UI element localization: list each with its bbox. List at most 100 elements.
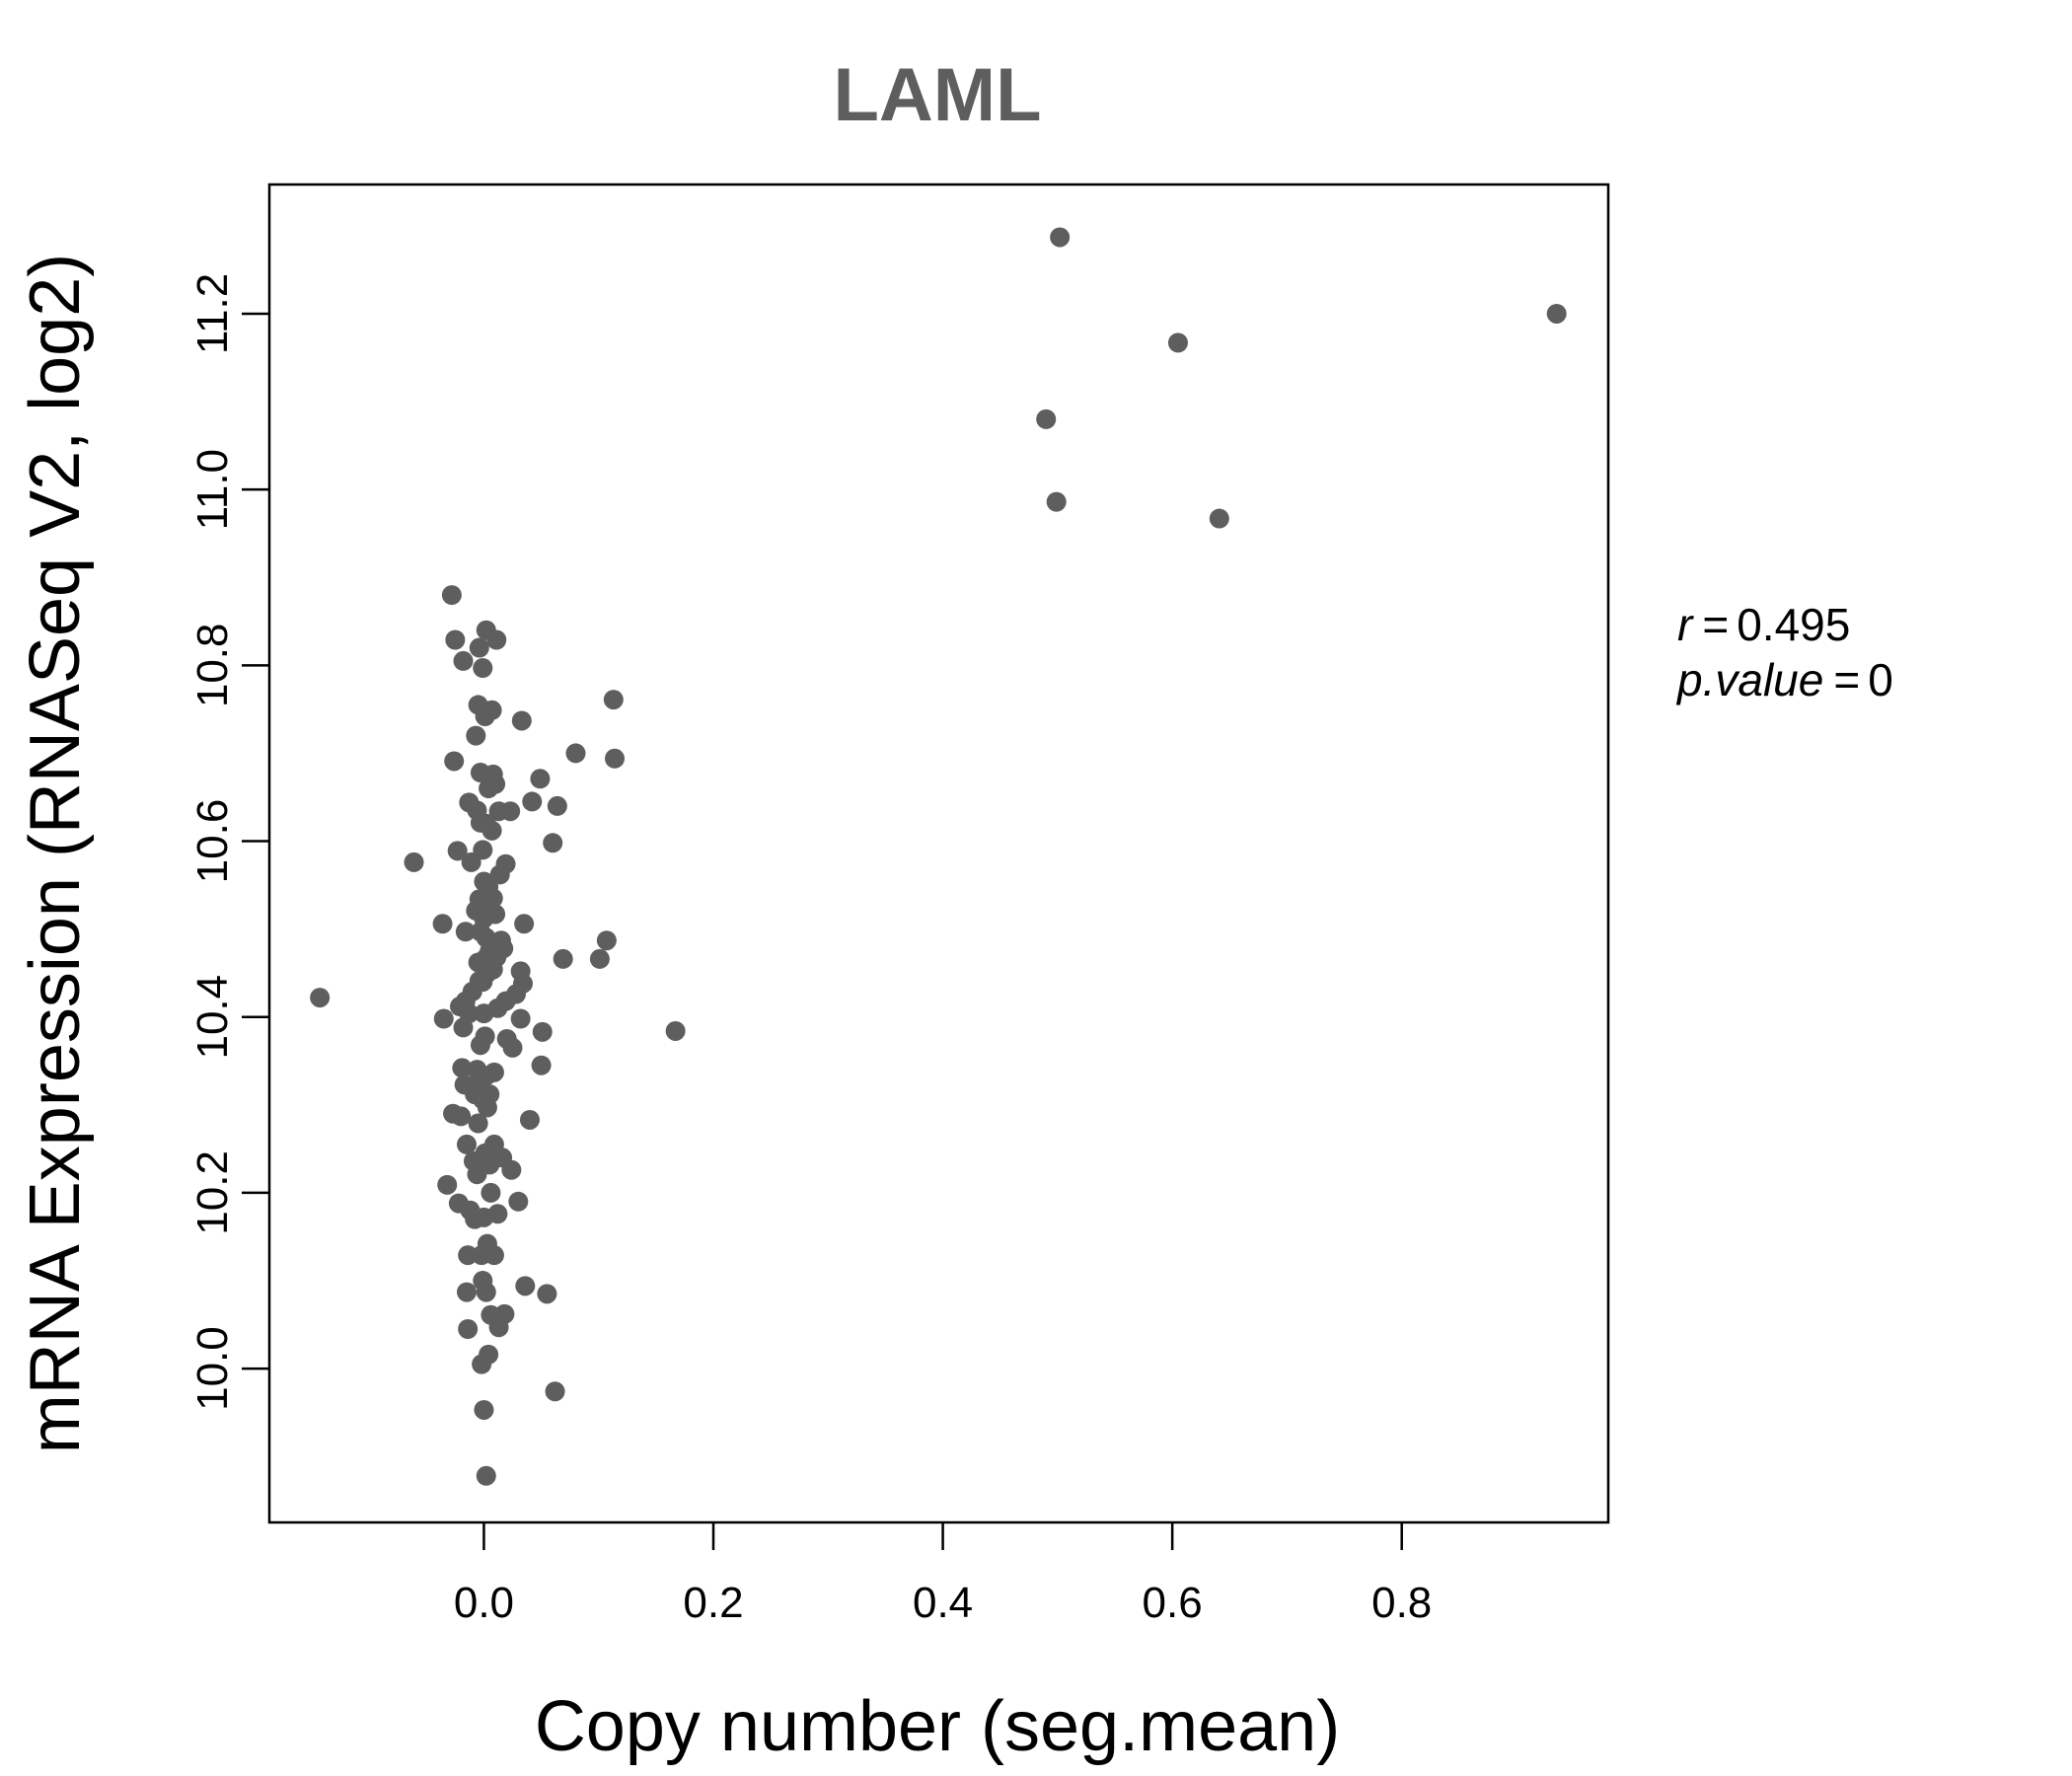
data-point bbox=[603, 690, 624, 710]
data-point bbox=[596, 930, 617, 951]
data-point bbox=[474, 1399, 494, 1420]
data-point bbox=[494, 1303, 515, 1324]
p-value-statistic: p.value = 0 bbox=[1675, 654, 1893, 705]
data-point bbox=[455, 922, 476, 942]
data-point bbox=[1209, 508, 1229, 529]
data-point bbox=[519, 1109, 540, 1130]
x-tick-label: 0.8 bbox=[1371, 1579, 1432, 1627]
x-tick-label: 0.0 bbox=[454, 1579, 514, 1627]
data-point bbox=[459, 1003, 480, 1024]
y-axis-title: mRNA Expression (RNASeq V2, log2) bbox=[16, 254, 95, 1453]
data-point bbox=[452, 1058, 473, 1078]
data-point bbox=[530, 769, 551, 789]
x-tick-label: 0.6 bbox=[1143, 1579, 1203, 1627]
data-point bbox=[481, 700, 502, 720]
data-point bbox=[453, 650, 474, 671]
p-equals: = bbox=[1833, 654, 1860, 705]
y-axis: 10.0 10.2 10.4 10.6 10.8 11.0 11.2 bbox=[188, 273, 269, 1411]
data-point bbox=[473, 658, 493, 679]
data-point bbox=[495, 853, 516, 874]
p-value: 0 bbox=[1868, 654, 1893, 705]
data-point bbox=[508, 1191, 529, 1212]
x-axis: 0.0 0.2 0.4 0.6 0.8 bbox=[454, 1522, 1432, 1627]
data-point bbox=[481, 820, 502, 841]
data-point bbox=[493, 938, 514, 959]
data-point bbox=[473, 840, 493, 860]
y-tick-label: 10.2 bbox=[188, 1150, 237, 1235]
data-point bbox=[565, 743, 586, 764]
data-point bbox=[543, 833, 563, 853]
y-tick-label: 11.0 bbox=[188, 449, 237, 530]
data-point bbox=[1036, 408, 1057, 429]
data-point bbox=[458, 1245, 479, 1266]
y-tick-label: 10.4 bbox=[188, 975, 237, 1060]
y-tick-label: 10.6 bbox=[188, 799, 237, 884]
data-point bbox=[511, 710, 532, 731]
data-points bbox=[310, 227, 1567, 1486]
data-point bbox=[486, 629, 507, 650]
data-point bbox=[1050, 227, 1071, 248]
x-axis-title: Copy number (seg.mean) bbox=[535, 1687, 1340, 1766]
data-point bbox=[485, 774, 506, 794]
plot-frame bbox=[267, 183, 1610, 1524]
data-point bbox=[522, 791, 543, 812]
data-point bbox=[1546, 303, 1567, 324]
data-point bbox=[447, 841, 468, 861]
data-point bbox=[485, 904, 506, 925]
y-tick-label: 11.2 bbox=[188, 273, 237, 354]
x-tick-label: 0.4 bbox=[913, 1579, 973, 1627]
data-point bbox=[457, 1134, 478, 1154]
data-point bbox=[553, 948, 573, 969]
data-point bbox=[545, 1381, 565, 1402]
data-point bbox=[479, 1344, 499, 1365]
data-point bbox=[502, 1037, 523, 1058]
data-point bbox=[445, 629, 466, 650]
data-point bbox=[665, 1020, 686, 1041]
data-point bbox=[404, 851, 424, 872]
data-point bbox=[481, 1182, 501, 1203]
data-point bbox=[537, 1284, 557, 1304]
data-point bbox=[605, 748, 626, 769]
data-point bbox=[1046, 491, 1067, 512]
data-point bbox=[310, 988, 331, 1008]
r-equals: = bbox=[1702, 599, 1729, 650]
p-label: p.value bbox=[1675, 654, 1823, 705]
data-point bbox=[547, 795, 567, 816]
x-tick-label: 0.2 bbox=[683, 1579, 743, 1627]
data-point bbox=[501, 1159, 522, 1180]
data-point bbox=[589, 948, 610, 969]
data-point bbox=[451, 1106, 472, 1127]
y-tick-label: 10.8 bbox=[188, 624, 237, 708]
data-point bbox=[476, 1465, 496, 1486]
data-point bbox=[475, 1026, 495, 1047]
data-point bbox=[458, 1318, 479, 1339]
r-statistic: r = 0.495 bbox=[1677, 599, 1850, 650]
data-point bbox=[480, 1084, 500, 1105]
data-point bbox=[512, 973, 533, 994]
data-point bbox=[441, 585, 462, 606]
data-point bbox=[532, 1021, 553, 1042]
y-tick-label: 10.0 bbox=[188, 1326, 237, 1411]
data-point bbox=[482, 888, 503, 909]
data-point bbox=[515, 1276, 536, 1296]
data-point bbox=[433, 1008, 454, 1029]
data-point bbox=[466, 725, 486, 746]
r-value: 0.495 bbox=[1737, 599, 1850, 650]
data-point bbox=[514, 914, 535, 934]
data-point bbox=[468, 1113, 488, 1134]
r-label: r bbox=[1677, 599, 1694, 650]
data-point bbox=[487, 1204, 508, 1224]
chart-title: LAML bbox=[833, 53, 1041, 137]
data-point bbox=[483, 1245, 504, 1266]
data-point bbox=[469, 637, 489, 658]
data-point bbox=[1167, 333, 1188, 353]
data-point bbox=[432, 914, 453, 934]
data-point bbox=[531, 1055, 552, 1075]
data-point bbox=[457, 1282, 478, 1302]
data-point bbox=[437, 1174, 458, 1195]
data-point bbox=[444, 751, 465, 772]
data-point bbox=[500, 801, 521, 822]
data-point bbox=[476, 1282, 496, 1302]
data-point bbox=[483, 1062, 504, 1082]
